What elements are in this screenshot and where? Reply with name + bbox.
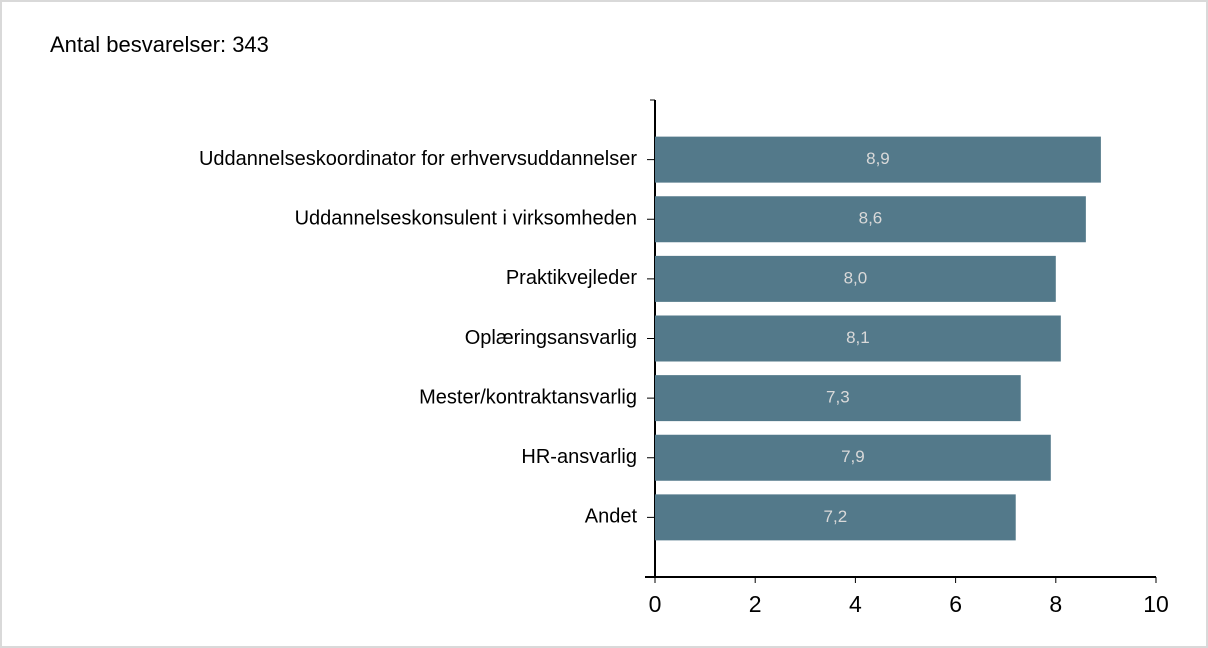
value-label: 8,6 (859, 209, 883, 228)
y-tick-label: Oplæringsansvarlig (465, 327, 637, 349)
bar (655, 196, 1086, 243)
bar (655, 494, 1016, 541)
x-tick-label: 0 (649, 591, 662, 617)
y-tick-label: Uddannelseskoordinator for erhvervsuddan… (199, 148, 637, 170)
value-label: 7,3 (826, 388, 850, 407)
bar (655, 315, 1061, 362)
y-tick-label: Andet (585, 506, 638, 528)
bar (655, 136, 1101, 183)
x-tick-label: 10 (1143, 591, 1169, 617)
chart-title: Antal besvarelser: 343 (50, 32, 269, 57)
bar (655, 375, 1021, 422)
value-label: 8,1 (846, 328, 870, 347)
y-tick-label: Praktikvejleder (506, 267, 638, 289)
x-tick-label: 4 (849, 591, 862, 617)
y-tick-label: HR-ansvarlig (521, 446, 637, 468)
value-label: 7,2 (824, 507, 848, 526)
value-label: 8,0 (844, 268, 868, 287)
value-label: 8,9 (866, 149, 890, 168)
y-tick-label: Uddannelseskonsulent i virksomheden (295, 208, 637, 230)
value-label: 7,9 (841, 447, 865, 466)
y-tick-label: Mester/kontraktansvarlig (419, 386, 637, 408)
x-tick-label: 6 (949, 591, 962, 617)
bar (655, 255, 1056, 302)
bar (655, 434, 1051, 481)
x-tick-label: 2 (749, 591, 762, 617)
x-tick-label: 8 (1049, 591, 1062, 617)
